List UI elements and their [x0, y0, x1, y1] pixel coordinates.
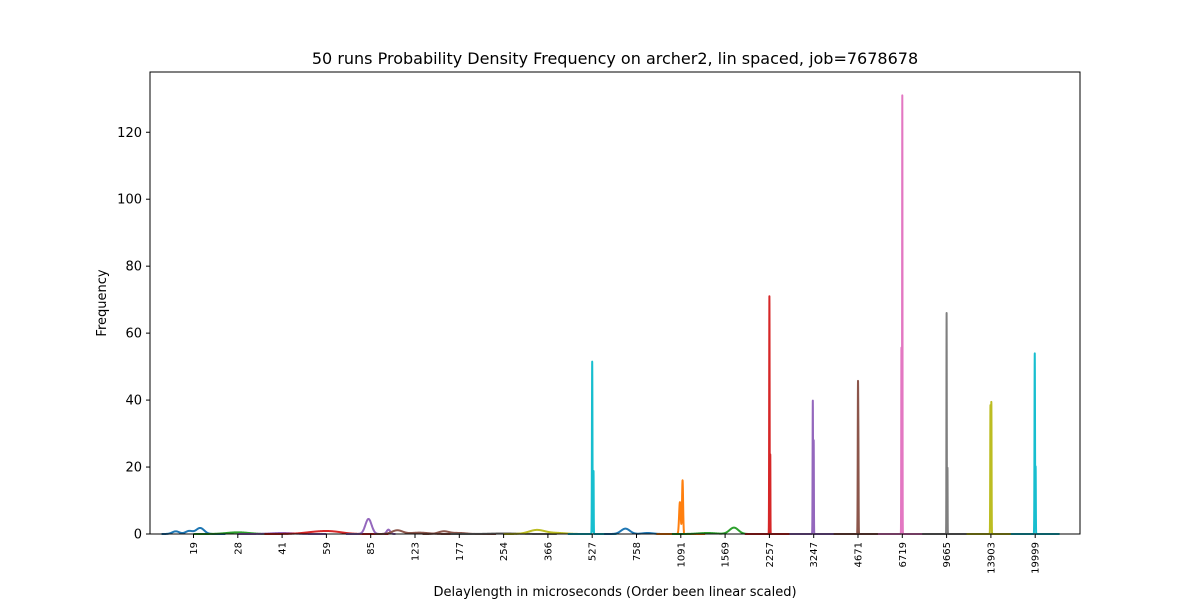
y-tick-label: 60: [125, 327, 142, 342]
density-series-527: [566, 360, 618, 535]
y-axis: 0 20 40 60 80 100 120: [117, 126, 150, 543]
x-tick-label: 3247: [809, 542, 820, 567]
y-tick-label: 20: [125, 461, 142, 476]
density-series-9665: [921, 312, 972, 535]
x-tick-label: 758: [632, 542, 643, 561]
x-axis: 19 28 41 59 85 123 177 254 366 527 758 1091 1569 2257…: [189, 534, 1042, 574]
x-tick-label: 28: [233, 542, 244, 555]
x-tick-label: 41: [278, 542, 289, 555]
density-series-85: [344, 517, 397, 535]
x-tick-label: 13903: [986, 542, 997, 574]
y-tick-label: 0: [134, 528, 142, 543]
x-tick-label: 59: [322, 542, 333, 555]
y-tick-label: 120: [117, 126, 142, 141]
x-tick-label: 19999: [1031, 542, 1042, 574]
x-tick-label: 366: [543, 542, 554, 561]
x-tick-label: 123: [411, 542, 422, 561]
plot-area: [160, 94, 1061, 535]
chart-title: 50 runs Probability Density Frequency on…: [312, 49, 918, 68]
x-tick-label: 254: [499, 542, 510, 561]
axes-frame: [149, 71, 1081, 535]
y-tick-label: 80: [125, 260, 142, 275]
x-tick-label: 4671: [854, 542, 865, 567]
y-tick-label: 100: [117, 193, 142, 208]
density-series-4671: [832, 379, 884, 535]
x-tick-label: 6719: [898, 542, 909, 567]
x-tick-label: 9665: [942, 542, 953, 567]
density-series-19999: [1009, 352, 1061, 535]
x-tick-label: 177: [455, 542, 466, 561]
density-series-3247: [788, 399, 840, 535]
x-tick-label: 527: [588, 542, 599, 561]
x-tick-label: 85: [366, 542, 377, 555]
x-tick-label: 1091: [676, 542, 687, 567]
density-series-6719: [876, 94, 928, 535]
density-series-1091: [655, 479, 707, 535]
x-tick-label: 2257: [765, 542, 776, 567]
density-series-2257: [744, 295, 795, 535]
y-axis-label: Frequency: [95, 269, 110, 336]
density-series-13903: [965, 400, 1017, 535]
y-tick-label: 40: [125, 394, 142, 409]
x-tick-label: 1569: [721, 542, 732, 567]
x-tick-label: 19: [189, 542, 200, 555]
x-axis-label: Delaylength in microseconds (Order been …: [433, 585, 796, 600]
